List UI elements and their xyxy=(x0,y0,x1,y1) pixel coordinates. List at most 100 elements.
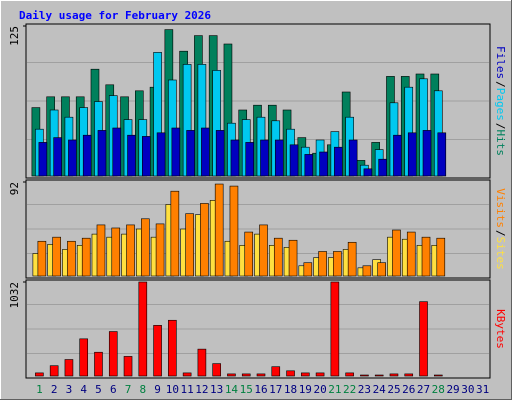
bar xyxy=(436,237,446,277)
bar xyxy=(230,139,240,177)
bar xyxy=(433,374,443,377)
bar xyxy=(82,134,92,177)
bar xyxy=(273,237,283,277)
bar xyxy=(171,127,181,177)
bar xyxy=(37,240,47,277)
legend-entry: Hits xyxy=(494,130,507,157)
bar xyxy=(38,142,48,177)
bar xyxy=(315,372,325,377)
y-tick-label: 1032 xyxy=(8,282,21,309)
x-tick-label: 3 xyxy=(66,383,73,396)
bar xyxy=(68,139,77,177)
bar xyxy=(288,239,298,277)
bar xyxy=(301,372,310,377)
x-tick-label: 1 xyxy=(36,383,43,396)
x-tick-label: 15 xyxy=(240,383,253,396)
bar xyxy=(96,224,106,277)
bar xyxy=(126,224,135,277)
bar xyxy=(421,236,431,277)
bar xyxy=(153,325,162,377)
bar xyxy=(378,158,387,177)
bar xyxy=(304,154,314,177)
bar xyxy=(229,185,239,277)
bar xyxy=(108,331,118,377)
bar xyxy=(318,251,327,277)
bar xyxy=(197,348,207,377)
legend-entry: Sites xyxy=(494,237,507,270)
bar xyxy=(407,132,417,177)
legend: KBytes xyxy=(494,309,507,349)
x-tick-label: 4 xyxy=(80,383,87,396)
bar xyxy=(363,168,373,177)
bar xyxy=(94,351,103,377)
bar xyxy=(127,134,136,177)
bar xyxy=(170,190,180,277)
bar xyxy=(377,262,386,277)
bar xyxy=(330,281,340,377)
x-tick-label: 25 xyxy=(387,383,400,396)
bar xyxy=(360,374,369,377)
bar xyxy=(260,139,269,177)
bar xyxy=(67,240,76,277)
legend-entry: Pages xyxy=(494,88,507,121)
bar xyxy=(155,223,165,277)
bar xyxy=(406,231,416,277)
bar xyxy=(333,251,342,277)
x-tick-label: 11 xyxy=(181,383,194,396)
x-tick-label: 31 xyxy=(476,383,489,396)
bar xyxy=(79,338,89,377)
legend: Files/Pages/Hits xyxy=(494,46,507,156)
x-tick-label: 7 xyxy=(125,383,132,396)
bar xyxy=(345,372,354,377)
bar xyxy=(259,224,268,277)
x-tick-label: 16 xyxy=(254,383,267,396)
bar xyxy=(437,132,447,177)
bar xyxy=(49,365,59,377)
legend-entry: Files xyxy=(494,46,507,79)
bar xyxy=(186,130,195,177)
bar xyxy=(319,151,328,177)
bar xyxy=(419,301,428,377)
bar xyxy=(214,183,224,277)
bar xyxy=(286,370,295,377)
bar xyxy=(241,373,251,377)
legend-separator: / xyxy=(494,230,507,237)
bar xyxy=(123,356,133,377)
bar xyxy=(156,132,166,177)
x-tick-label: 29 xyxy=(446,383,459,396)
bar xyxy=(244,231,254,277)
x-tick-label: 26 xyxy=(402,383,415,396)
bar xyxy=(303,262,313,277)
bar xyxy=(111,227,121,277)
x-tick-label: 14 xyxy=(225,383,239,396)
bar xyxy=(53,137,62,177)
bar xyxy=(347,241,357,277)
bar xyxy=(212,363,221,377)
legend: Visits /Sites xyxy=(494,188,507,270)
x-tick-label: 27 xyxy=(417,383,430,396)
bar xyxy=(168,319,177,377)
x-tick-label: 13 xyxy=(210,383,223,396)
bar xyxy=(185,213,194,277)
bar xyxy=(271,366,281,377)
bar xyxy=(97,130,107,177)
x-tick-label: 12 xyxy=(195,383,208,396)
bar xyxy=(52,236,61,277)
x-tick-label: 19 xyxy=(299,383,312,396)
bar xyxy=(141,218,150,277)
x-tick-label: 22 xyxy=(343,383,356,396)
x-tick-label: 5 xyxy=(95,383,102,396)
y-tick-label: 125 xyxy=(8,26,21,46)
x-tick-label: 24 xyxy=(373,383,387,396)
bar xyxy=(215,130,225,177)
bar xyxy=(245,142,255,177)
bar xyxy=(334,146,343,177)
bar xyxy=(138,281,148,377)
x-tick-label: 2 xyxy=(51,383,58,396)
legend-separator: / xyxy=(494,81,507,88)
bar xyxy=(112,127,122,177)
bar xyxy=(35,372,44,377)
bar xyxy=(362,265,372,277)
chart-title: Daily usage for February 2026 xyxy=(19,9,211,22)
